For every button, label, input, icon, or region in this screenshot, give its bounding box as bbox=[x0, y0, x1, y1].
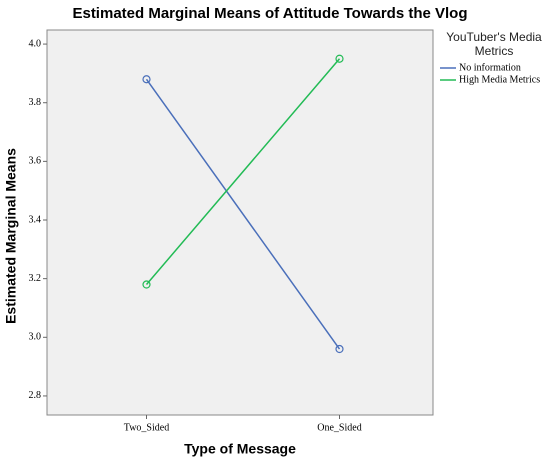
chart-title: Estimated Marginal Means of Attitude Tow… bbox=[72, 5, 467, 22]
y-tick-label: 3.6 bbox=[29, 156, 42, 167]
x-tick-label: One_Sided bbox=[317, 422, 361, 433]
series-line bbox=[145, 78, 341, 350]
y-tick-label: 3.4 bbox=[29, 214, 42, 225]
series-line bbox=[145, 58, 341, 286]
y-tick-label: 3.8 bbox=[29, 97, 42, 108]
y-tick-label: 3.2 bbox=[29, 273, 42, 284]
y-axis-label: Estimated Marginal Means bbox=[3, 148, 19, 324]
legend-label: High Media Metrics bbox=[459, 74, 540, 85]
x-tick-label: Two_Sided bbox=[124, 422, 169, 433]
point-marker bbox=[335, 54, 344, 63]
y-tick-label: 3.0 bbox=[29, 332, 42, 343]
point-marker bbox=[142, 280, 151, 289]
x-axis-label: Type of Message bbox=[184, 441, 296, 457]
legend-label: No information bbox=[459, 62, 521, 73]
y-tick-label: 4.0 bbox=[29, 38, 42, 49]
legend-title: YouTuber's Media Metrics bbox=[446, 30, 542, 58]
point-marker bbox=[335, 344, 344, 354]
plot-area bbox=[46, 29, 434, 416]
y-tick-label: 2.8 bbox=[29, 390, 42, 401]
point-marker bbox=[142, 75, 151, 84]
